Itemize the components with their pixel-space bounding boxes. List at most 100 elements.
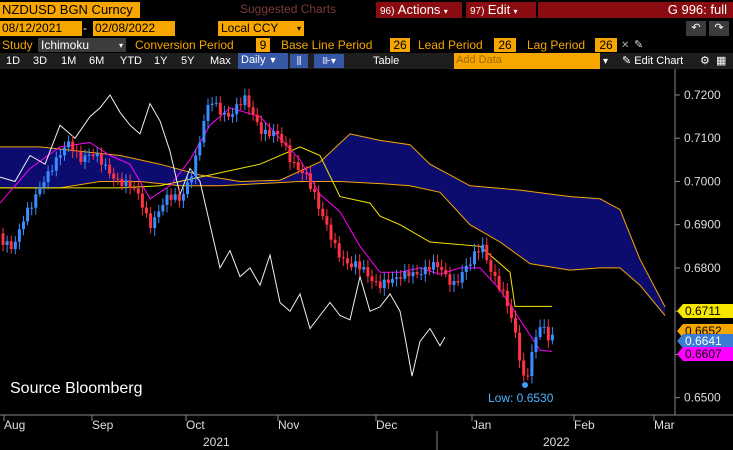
candle: [91, 148, 95, 160]
candle-body: [464, 265, 468, 272]
x-month-label: Oct: [186, 418, 205, 432]
candle-body: [427, 266, 431, 270]
period-ytd-button[interactable]: YTD: [120, 55, 142, 67]
candle: [231, 107, 235, 123]
candle: [177, 187, 181, 208]
chart-style-icon[interactable]: ⫼: [290, 54, 308, 68]
candle-body: [173, 194, 177, 200]
toolbar: 1D 3D 1M 6M YTD 1Y 5Y Max Daily ▼ ⫼ ⊪▾ T…: [0, 53, 733, 69]
candle: [104, 158, 107, 170]
edit-chart-label: Edit Chart: [634, 55, 684, 67]
kijun-sen-line: [0, 146, 552, 307]
conversion-period-input[interactable]: 9: [256, 38, 270, 52]
candle-body: [440, 267, 444, 271]
candle-body: [550, 334, 554, 341]
candle-body: [493, 271, 497, 276]
end-date-field[interactable]: 02/08/2022: [93, 21, 175, 36]
candle-body: [153, 217, 157, 228]
menu-caret-icon[interactable]: ▾: [603, 56, 609, 67]
frequency-select[interactable]: Daily ▼: [238, 53, 288, 69]
candle-body: [284, 142, 288, 146]
edit-chart-button[interactable]: ✎ Edit Chart: [622, 55, 684, 67]
edit-button[interactable]: 97) Edit ▾: [466, 2, 536, 18]
grid-icon[interactable]: ▦: [716, 55, 727, 67]
candle-body: [411, 272, 415, 277]
candle-body: [419, 274, 423, 276]
settings-gear-icon[interactable]: ⚙: [700, 55, 710, 67]
candle: [493, 264, 497, 284]
candle-body: [210, 103, 214, 106]
period-5y-button[interactable]: 5Y: [181, 55, 195, 67]
candle-body: [436, 261, 440, 267]
candle-body: [423, 266, 427, 275]
close-study-icon[interactable]: ✕: [621, 40, 630, 51]
base-line-period-text: Base Line Period: [281, 38, 373, 52]
redo-icon[interactable]: ↷: [709, 21, 729, 36]
candle: [477, 243, 481, 261]
candle-body: [112, 173, 116, 179]
candle-body: [345, 258, 349, 264]
currency-select[interactable]: Local CCY ▾: [218, 21, 304, 36]
lag-period-input[interactable]: 26: [595, 38, 617, 52]
lead-period-label: Lead Period: [418, 38, 494, 52]
period-1m-button[interactable]: 1M: [61, 55, 77, 67]
candle: [522, 352, 526, 382]
study-select[interactable]: Ichimoku ▾: [38, 38, 126, 52]
candle-body: [313, 189, 317, 193]
candle-body: [300, 170, 304, 174]
y-tick-label: 0.7000: [684, 174, 721, 188]
x-month-label: Aug: [4, 418, 25, 432]
candle-body: [321, 208, 325, 217]
x-month-label: Dec: [376, 418, 397, 432]
candle: [1, 227, 5, 252]
ticker-field[interactable]: NZDUSD BGN Curncy: [0, 2, 140, 18]
candle: [481, 237, 485, 259]
candle: [341, 250, 345, 266]
candle-body: [157, 211, 161, 218]
period-6m-button[interactable]: 6M: [89, 55, 105, 67]
candle: [17, 223, 21, 250]
start-date-text: 08/12/2021: [2, 21, 63, 35]
page-label: G 996: full: [667, 2, 727, 17]
ichimoku-chart[interactable]: 0.72000.71000.70000.69000.68000.67000.66…: [0, 69, 733, 450]
candle: [169, 188, 173, 207]
pencil-icon[interactable]: ✎: [634, 39, 644, 51]
candle-body: [501, 289, 505, 291]
candle-type-icon[interactable]: ⊪▾: [314, 54, 344, 68]
candle: [325, 209, 329, 231]
actions-button[interactable]: 96) Actions ▾: [376, 2, 462, 18]
candle-body: [190, 176, 194, 183]
y-tick-label: 0.6900: [684, 218, 721, 232]
add-data-input[interactable]: Add Data: [454, 53, 600, 69]
candle-body: [391, 279, 394, 283]
period-3d-button[interactable]: 3D: [33, 55, 48, 67]
period-max-button[interactable]: Max: [210, 55, 231, 67]
candle-body: [350, 263, 353, 268]
candle-body: [251, 107, 255, 115]
undo-icon[interactable]: ↶: [686, 21, 706, 36]
table-button[interactable]: Table: [373, 55, 400, 67]
candle: [362, 259, 366, 273]
candle: [181, 187, 185, 209]
candle-body: [202, 121, 206, 143]
axes: 0.72000.71000.70000.69000.68000.67000.66…: [0, 69, 733, 450]
candle-body: [26, 207, 30, 222]
period-1y-button[interactable]: 1Y: [154, 55, 168, 67]
candle-body: [34, 194, 38, 208]
senkou-span-a-line: [0, 133, 666, 308]
tenkan-sen-line: [0, 107, 553, 352]
period-1d-button[interactable]: 1D: [6, 55, 21, 67]
candle-body: [247, 95, 251, 108]
candle-body: [42, 182, 46, 188]
start-date-field[interactable]: 08/12/2021: [0, 21, 82, 36]
lead-period-input[interactable]: 26: [494, 38, 516, 52]
candle-body: [444, 270, 448, 275]
base-line-period-input[interactable]: 26: [390, 38, 410, 52]
candle: [501, 281, 505, 298]
candle-body: [473, 251, 476, 265]
candle-body: [63, 147, 66, 156]
candle: [194, 148, 198, 185]
suggested-charts-button[interactable]: Suggested Charts: [140, 2, 372, 18]
candle-body: [75, 150, 79, 152]
candle: [71, 135, 75, 158]
